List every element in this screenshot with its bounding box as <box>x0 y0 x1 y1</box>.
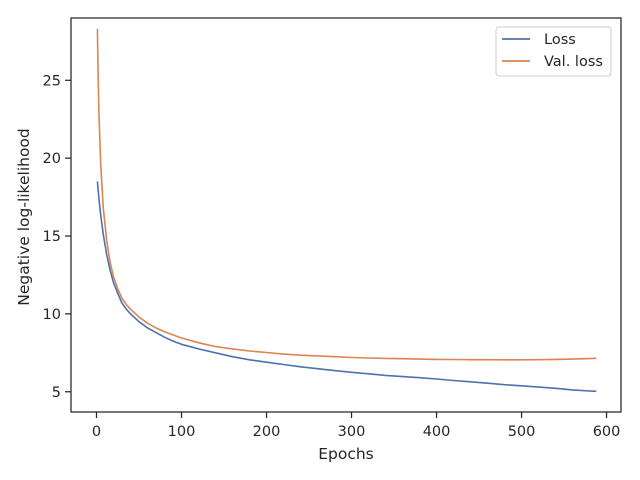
y-tick-label: 20 <box>43 151 61 167</box>
y-axis: 5 10 15 20 25 <box>43 73 71 401</box>
x-tick-label: 400 <box>423 424 451 440</box>
legend-label: Loss <box>544 32 576 48</box>
plot-frame <box>70 17 622 413</box>
x-tick-label: 100 <box>168 424 196 440</box>
y-tick-label: 25 <box>43 73 61 89</box>
x-tick-label: 300 <box>338 424 366 440</box>
x-tick-label: 0 <box>92 424 101 440</box>
x-axis-label: Epochs <box>318 445 374 463</box>
x-tick-label: 200 <box>253 424 281 440</box>
y-tick-label: 5 <box>52 385 61 401</box>
series-line-0 <box>96 181 597 393</box>
x-tick-label: 500 <box>508 424 536 440</box>
y-tick-label: 10 <box>43 307 61 323</box>
legend: Loss Val. loss <box>495 26 612 77</box>
series-line-1 <box>96 28 597 361</box>
x-axis: 0 100 200 300 400 500 600 <box>92 412 621 440</box>
y-tick-label: 15 <box>43 229 61 245</box>
plot-lines <box>96 28 597 393</box>
legend-label: Val. loss <box>544 54 603 70</box>
x-tick-label: 600 <box>593 424 621 440</box>
y-axis-label: Negative log-likelihood <box>15 128 33 306</box>
